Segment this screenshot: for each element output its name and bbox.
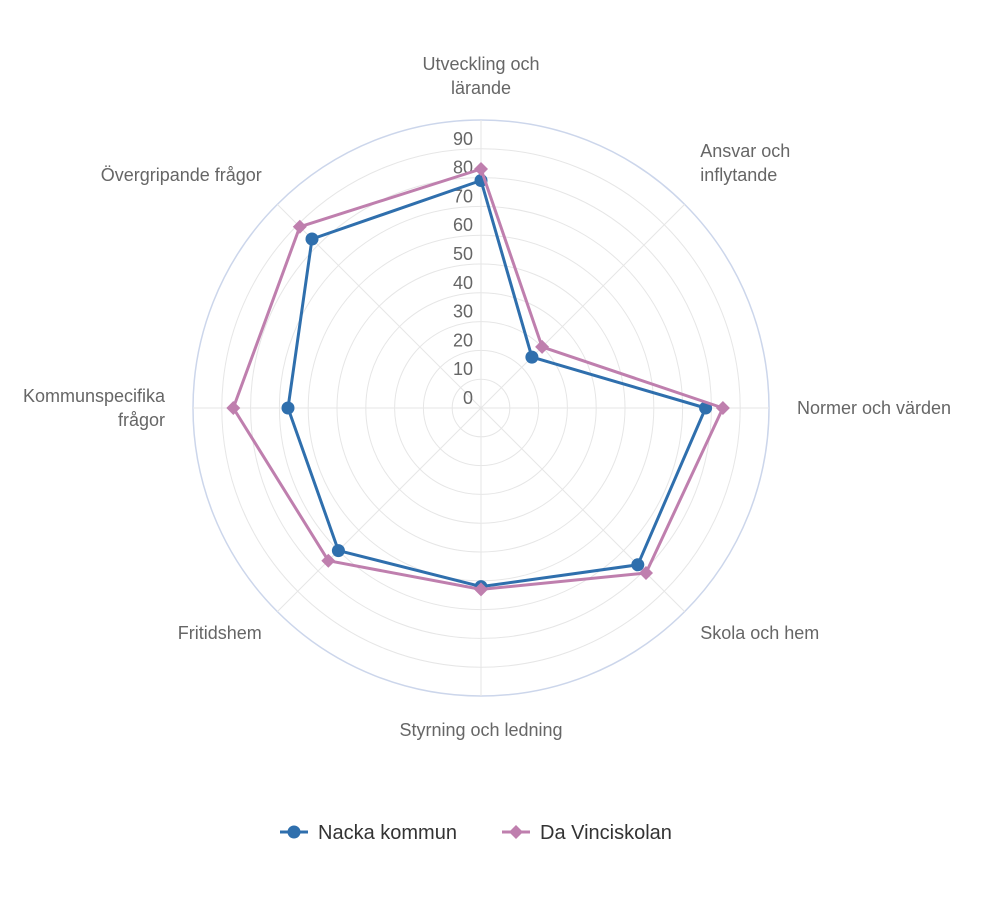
category-label: Kommunspecifika frågor [23, 386, 166, 430]
radial-tick-label: 0 [463, 388, 473, 408]
data-point[interactable] [474, 582, 488, 597]
radial-tick-label: 60 [453, 215, 473, 235]
legend-label: Nacka kommun [318, 822, 457, 844]
data-point[interactable] [331, 544, 345, 558]
data-point[interactable] [305, 232, 319, 246]
radial-tick-label: 70 [453, 186, 473, 206]
radial-tick-label: 90 [453, 129, 473, 149]
series-layer [226, 162, 730, 597]
data-point[interactable] [639, 566, 653, 580]
spoke-line [480, 407, 686, 613]
data-point[interactable] [474, 162, 488, 176]
category-label: Fritidshem [178, 623, 262, 643]
radial-tick-label: 50 [453, 244, 473, 264]
radar-grid [192, 119, 770, 697]
radial-tick-label: 10 [453, 359, 473, 379]
data-point[interactable] [281, 401, 295, 415]
category-label: Övergripande frågor [101, 165, 262, 185]
legend[interactable]: Nacka kommun Da Vinciskolan [280, 822, 672, 844]
legend-marker [287, 825, 301, 839]
series-group [226, 162, 730, 597]
radial-tick-label: 30 [453, 302, 473, 322]
data-point[interactable] [525, 350, 539, 364]
legend-item[interactable]: Da Vinciskolan [502, 822, 672, 844]
data-point[interactable] [535, 339, 550, 354]
category-labels: Utveckling och lärande Ansvar och inflytand… [23, 54, 951, 740]
legend-label: Da Vinciskolan [540, 822, 672, 844]
category-label: Skola och hem [700, 623, 819, 643]
data-point[interactable] [631, 558, 645, 572]
radial-tick-label: 40 [453, 273, 473, 293]
radial-tick-label: 20 [453, 330, 473, 350]
spoke-line [480, 203, 686, 409]
category-label: Utveckling och lärande [422, 54, 539, 98]
data-point[interactable] [321, 553, 336, 568]
data-point[interactable] [715, 401, 730, 415]
data-point[interactable] [226, 401, 241, 415]
category-label: Ansvar och inflytande [700, 141, 790, 185]
legend-marker [509, 825, 523, 839]
spoke-line [276, 407, 482, 613]
category-label: Normer och värden [797, 398, 951, 418]
data-point[interactable] [292, 219, 307, 234]
category-label: Styrning och ledning [399, 720, 562, 740]
legend-item[interactable]: Nacka kommun [280, 822, 457, 844]
